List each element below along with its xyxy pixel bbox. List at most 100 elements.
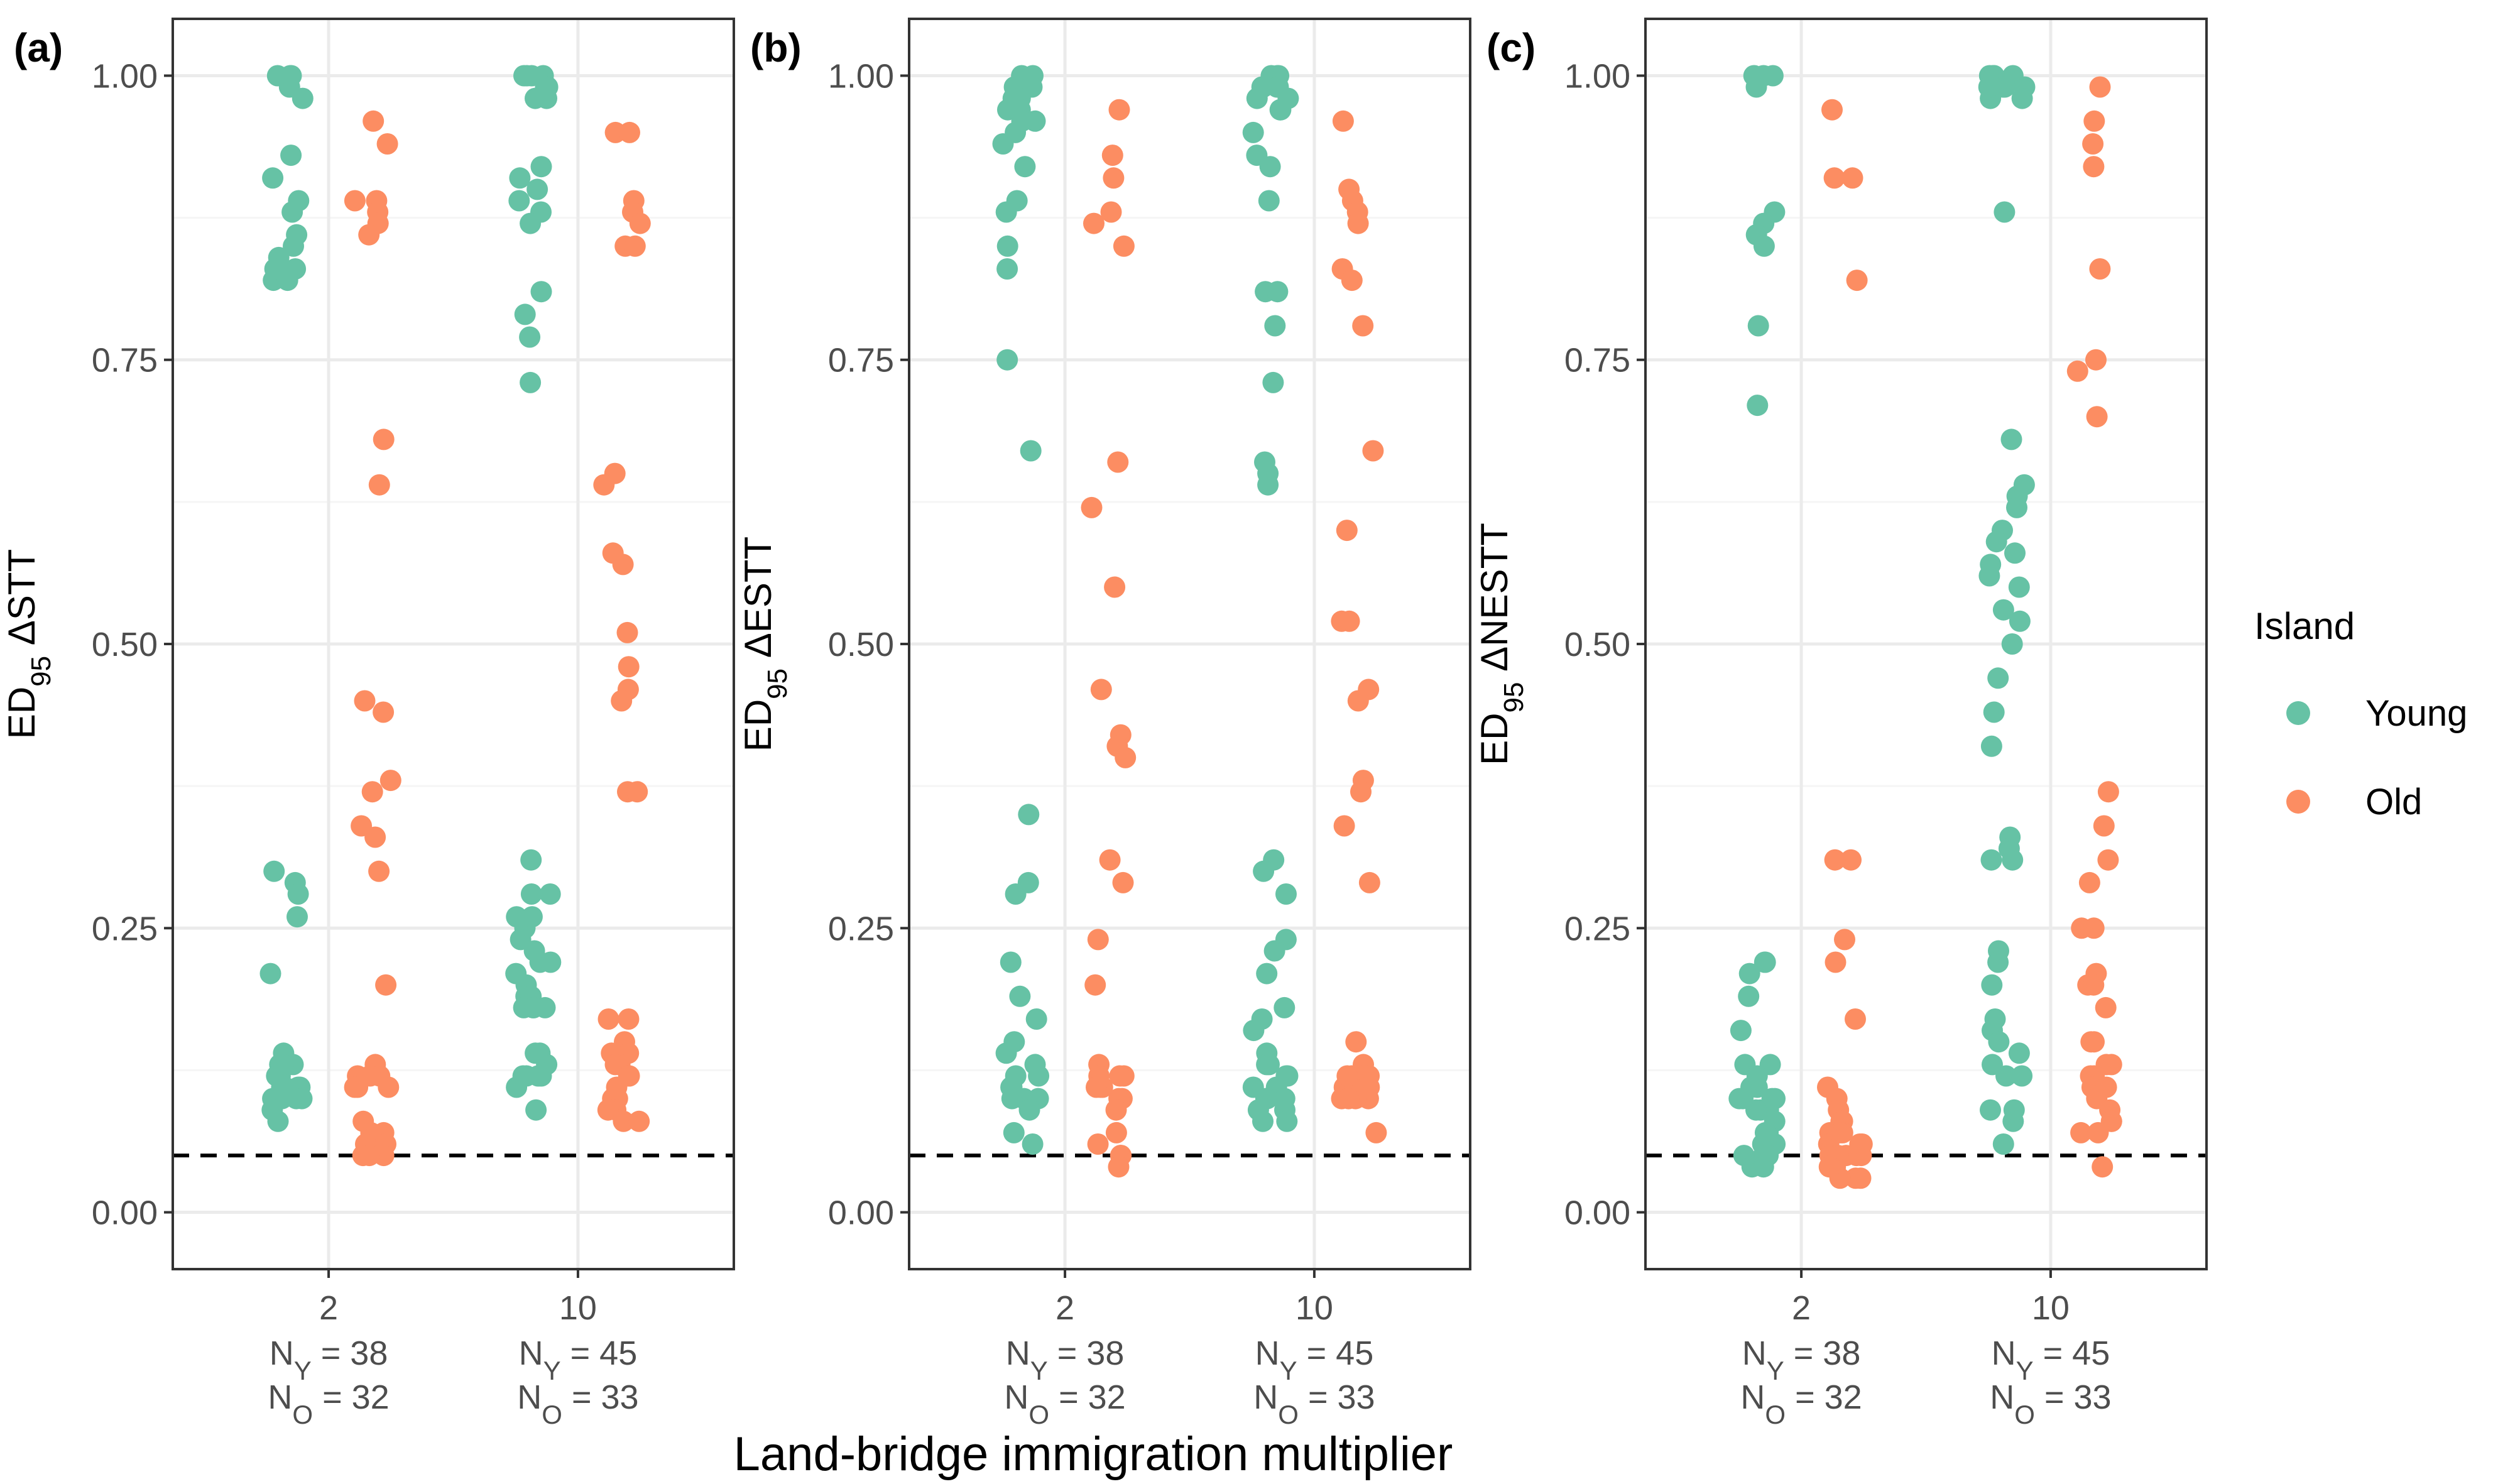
point-young (1987, 667, 2009, 689)
point-young (520, 371, 542, 393)
point-young (2008, 576, 2030, 598)
point-young (516, 65, 538, 87)
point-old (2083, 156, 2105, 178)
point-young (530, 281, 552, 303)
point-young (1028, 1065, 1050, 1087)
point-old (373, 428, 395, 450)
point-old (1105, 1099, 1127, 1121)
point-old (1834, 929, 1855, 951)
point-old (618, 1008, 640, 1030)
point-young (1985, 531, 2007, 553)
point-old (1341, 270, 1363, 292)
point-old (2070, 1121, 2092, 1143)
point-old (1333, 815, 1355, 837)
point-young (1738, 963, 1760, 985)
point-old (1823, 167, 1845, 189)
point-young (1745, 76, 1767, 98)
point-young (526, 178, 548, 200)
legend-young-key (2286, 701, 2310, 725)
point-old (1829, 1121, 1851, 1143)
point-young (1270, 99, 1292, 121)
point-old (1090, 679, 1112, 701)
point-old (358, 1145, 380, 1167)
point-old (1112, 871, 1134, 893)
point-young (280, 145, 302, 166)
point-old (1083, 212, 1105, 234)
point-old (2066, 360, 2088, 382)
point-young (1761, 1088, 1783, 1110)
point-old (1841, 167, 1863, 189)
n-old-label: NO = 32 (268, 1378, 389, 1429)
point-old (2083, 110, 2105, 132)
x-tick-label: 2 (1056, 1289, 1074, 1327)
point-old (375, 974, 397, 996)
point-young (996, 258, 1018, 280)
point-old (612, 554, 634, 576)
point-young (1745, 1099, 1767, 1121)
point-old (2083, 974, 2105, 996)
y-axis-title: ED95 ΔSTT (1, 549, 57, 739)
point-young (992, 133, 1014, 155)
x-tick-label: 10 (559, 1289, 597, 1327)
n-old-label: NO = 33 (1253, 1378, 1375, 1429)
point-young (274, 1076, 296, 1098)
n-young-label: NY = 45 (1992, 1334, 2110, 1385)
point-young (291, 1088, 313, 1110)
point-young (530, 1065, 552, 1087)
point-young (1747, 315, 1769, 337)
point-young (530, 156, 552, 178)
point-young (1259, 156, 1281, 178)
point-young (520, 883, 542, 905)
legend-title: Island (2254, 605, 2355, 647)
point-old (376, 133, 398, 155)
point-young (2011, 87, 2033, 109)
point-old (628, 1110, 650, 1132)
point-young (1994, 201, 2016, 223)
point-young (2008, 1042, 2030, 1064)
point-old (359, 1065, 381, 1087)
point-young (1730, 1020, 1752, 1042)
point-young (1022, 1133, 1044, 1155)
point-young (1003, 1121, 1025, 1143)
point-old (1347, 690, 1369, 712)
point-old (1352, 315, 1374, 337)
point-young (1257, 474, 1279, 496)
point-old (1086, 1076, 1107, 1098)
point-young (1014, 156, 1036, 178)
point-old (1115, 746, 1137, 768)
point-young (536, 87, 557, 109)
point-young (1267, 281, 1289, 303)
point-old (597, 1099, 619, 1121)
point-young (292, 87, 314, 109)
point-young (1020, 440, 1042, 462)
point-young (2002, 849, 2024, 871)
point-young (267, 1110, 289, 1132)
point-young (996, 235, 1018, 257)
point-young (1252, 1110, 1274, 1132)
y-tick-label: 0.00 (828, 1194, 894, 1232)
point-young (2001, 633, 2023, 655)
point-old (1819, 1156, 1841, 1178)
point-young (1243, 1020, 1265, 1042)
point-old (344, 190, 366, 212)
point-young (1995, 1065, 2017, 1087)
point-young (287, 883, 309, 905)
point-young (521, 906, 543, 928)
point-old (626, 781, 648, 803)
point-young (1747, 395, 1769, 417)
x-axis-title: Land-bridge immigration multiplier (734, 1427, 1453, 1481)
point-old (1824, 849, 1846, 871)
point-young (523, 940, 545, 962)
y-tick-label: 1.00 (828, 57, 894, 95)
point-old (2071, 917, 2093, 939)
point-young (525, 1099, 547, 1121)
point-young (523, 996, 545, 1018)
point-young (2004, 542, 2026, 564)
point-young (1752, 1156, 1774, 1178)
y-tick-label: 1.00 (92, 57, 158, 95)
point-young (1980, 735, 2002, 757)
point-young (1978, 565, 2000, 587)
